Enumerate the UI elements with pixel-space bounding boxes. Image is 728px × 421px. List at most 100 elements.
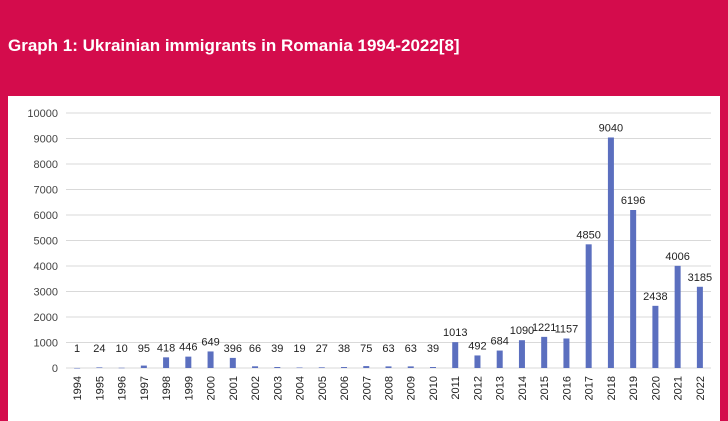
data-label: 39	[427, 343, 439, 355]
data-label: 649	[201, 336, 219, 348]
x-axis-ticks: 1994 1995 1996 1997 1998 1999 2000 2001 2002 2003…	[72, 376, 707, 400]
y-tick-label: 9000	[34, 134, 58, 146]
data-label: 63	[405, 343, 417, 355]
bar	[274, 367, 281, 368]
x-tick-label: 2016	[561, 376, 573, 400]
x-tick-label: 2004	[295, 376, 307, 400]
x-tick-label: 2019	[628, 376, 640, 400]
bar	[407, 366, 414, 368]
data-label: 10	[115, 343, 127, 355]
x-tick-label: 2021	[673, 376, 685, 400]
bar	[363, 366, 370, 368]
x-tick-label: 2006	[339, 376, 351, 400]
x-tick-label: 2005	[317, 376, 329, 400]
y-tick-label: 10000	[27, 108, 58, 120]
bar	[429, 367, 436, 368]
bar	[696, 286, 703, 368]
x-tick-label: 2007	[361, 376, 373, 400]
data-label: 66	[249, 343, 261, 355]
data-label: 19	[293, 343, 305, 355]
x-tick-label: 1997	[139, 376, 151, 400]
x-tick-label: 2000	[206, 376, 218, 400]
data-label: 75	[360, 343, 372, 355]
bar-chart: 0 1000 2000 3000 4000 5000 6000 7000 8000 9000 100…	[27, 108, 712, 400]
y-tick-label: 7000	[34, 185, 58, 197]
data-labels: 1 24 10 95 418 446 649 396 66 39 19 27 38 75 63 63 39 101…	[74, 122, 712, 355]
data-label: 396	[224, 343, 242, 355]
bar	[140, 365, 147, 368]
bar	[318, 367, 325, 368]
data-label: 1	[74, 343, 80, 355]
y-axis-ticks: 0 1000 2000 3000 4000 5000 6000 7000 8000 9000 100…	[27, 108, 58, 375]
bar	[496, 350, 503, 368]
data-label: 2438	[643, 291, 667, 303]
data-label: 1090	[510, 325, 534, 337]
data-label: 24	[93, 343, 105, 355]
x-tick-label: 2003	[272, 376, 284, 400]
bar	[452, 342, 459, 368]
x-tick-label: 2010	[428, 376, 440, 400]
data-label: 418	[157, 342, 175, 354]
y-tick-label: 8000	[34, 159, 58, 171]
data-label: 4850	[576, 229, 600, 241]
bars	[74, 137, 703, 369]
grid-lines	[66, 112, 711, 369]
y-tick-label: 1000	[34, 338, 58, 350]
x-tick-label: 2022	[695, 376, 707, 400]
x-tick-label: 1994	[72, 376, 84, 400]
bar	[518, 340, 525, 368]
x-tick-label: 2015	[539, 376, 551, 400]
y-tick-label: 0	[52, 363, 58, 375]
x-tick-label: 1999	[183, 376, 195, 400]
bar	[674, 265, 681, 368]
bar	[207, 351, 214, 368]
data-label: 1157	[555, 323, 579, 335]
bar	[296, 367, 303, 369]
y-tick-label: 2000	[34, 312, 58, 324]
x-tick-label: 2013	[495, 376, 507, 400]
x-tick-label: 2001	[228, 376, 240, 400]
y-tick-label: 6000	[34, 210, 58, 222]
bar	[385, 366, 392, 368]
x-tick-label: 2020	[650, 376, 662, 400]
bar	[163, 357, 170, 368]
x-tick-label: 2011	[450, 376, 462, 400]
data-label: 1221	[532, 322, 556, 334]
x-tick-label: 2018	[606, 376, 618, 400]
data-label: 446	[179, 342, 197, 354]
data-label: 3185	[688, 272, 712, 284]
y-tick-label: 3000	[34, 287, 58, 299]
bar	[341, 367, 348, 368]
x-tick-label: 2008	[384, 376, 396, 400]
chart-panel: 0 1000 2000 3000 4000 5000 6000 7000 8000 9000 100…	[8, 96, 720, 421]
x-tick-label: 2002	[250, 376, 262, 400]
bar	[229, 357, 236, 368]
bar	[607, 137, 614, 368]
x-tick-label: 1995	[94, 376, 106, 400]
data-label: 684	[491, 336, 509, 348]
x-tick-label: 1998	[161, 376, 173, 400]
x-tick-label: 2014	[517, 376, 529, 400]
data-label: 1013	[443, 327, 467, 339]
bar	[563, 338, 570, 368]
x-tick-label: 2017	[584, 376, 596, 400]
y-tick-label: 4000	[34, 261, 58, 273]
data-label: 27	[316, 343, 328, 355]
data-label: 95	[138, 343, 150, 355]
bar	[252, 366, 259, 368]
page-title: Graph 1: Ukrainian immigrants in Romania…	[8, 36, 460, 55]
data-label: 9040	[599, 122, 623, 134]
data-label: 492	[468, 340, 486, 352]
data-label: 6196	[621, 195, 645, 207]
bar	[96, 367, 103, 368]
data-label: 39	[271, 343, 283, 355]
data-label: 4006	[665, 251, 689, 263]
x-tick-label: 2009	[406, 376, 418, 400]
bar	[630, 210, 637, 368]
data-label: 38	[338, 343, 350, 355]
bar	[474, 355, 481, 368]
bar	[585, 244, 592, 368]
y-tick-label: 5000	[34, 236, 58, 248]
bar	[185, 356, 192, 368]
bar	[541, 336, 548, 368]
